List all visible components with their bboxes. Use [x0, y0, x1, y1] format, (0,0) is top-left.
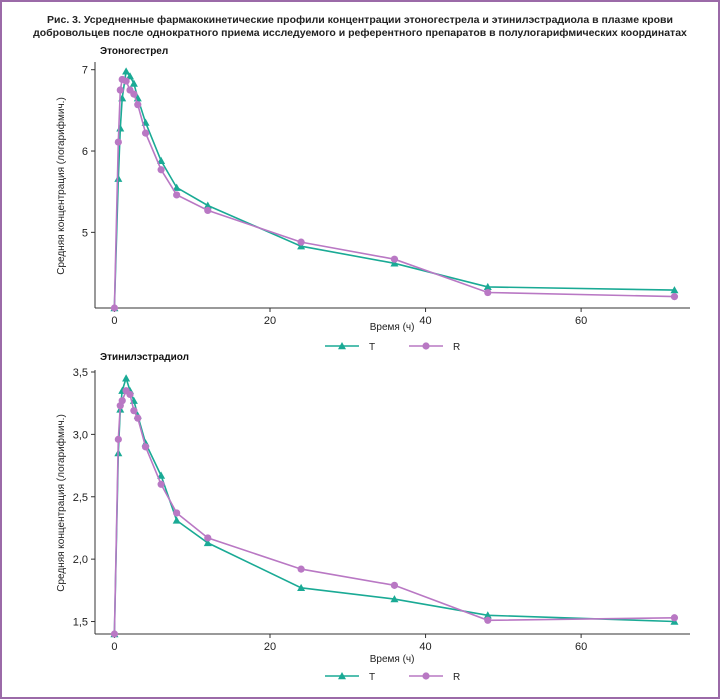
x-tick-label: 60 [575, 641, 587, 653]
data-point-R [126, 390, 134, 399]
data-point-T [172, 516, 181, 524]
y-axis-label: Средняя концентрация (логарифмич.) [55, 414, 67, 592]
data-point-R [114, 138, 122, 146]
data-point-T [297, 242, 306, 250]
data-point-R [118, 397, 126, 405]
series-line-T [113, 69, 675, 309]
data-point-T [122, 374, 131, 382]
data-point-R [670, 293, 679, 301]
data-point-T [483, 611, 492, 619]
x-tick-label: 20 [264, 641, 276, 653]
data-point-T [203, 538, 212, 547]
x-axis-label: Время (ч) [370, 322, 415, 333]
x-tick-label: 40 [419, 641, 431, 653]
data-point-R [670, 614, 679, 622]
data-point-R [110, 304, 119, 312]
legend-marker-R [422, 672, 430, 680]
y-tick-label: 6 [82, 146, 88, 158]
data-point-R [157, 166, 165, 174]
data-point-R [157, 480, 165, 488]
x-tick-label: 0 [111, 641, 117, 653]
data-point-T [129, 79, 138, 87]
data-point-T [114, 174, 123, 182]
data-point-T [126, 72, 134, 80]
y-tick-label: 7 [82, 65, 88, 77]
x-tick-label: 20 [264, 315, 276, 327]
figure-caption: Рис. 3. Усредненные фармакокинетические … [33, 14, 687, 39]
data-point-R [114, 435, 122, 443]
data-point-R [141, 443, 150, 451]
data-point-T [670, 286, 679, 294]
legend-marker-T [338, 672, 346, 680]
data-point-R [173, 191, 181, 199]
data-point-R [297, 565, 305, 573]
data-point-T [122, 67, 131, 75]
data-point-R [204, 206, 212, 214]
x-tick-label: 60 [575, 315, 587, 327]
data-point-R [134, 414, 142, 422]
y-tick-label: 3,5 [73, 367, 88, 379]
data-point-T [483, 282, 492, 291]
data-point-T [390, 595, 399, 603]
data-point-T [390, 259, 399, 267]
data-point-R [130, 407, 138, 415]
y-axis-label: Средняя концентрация (логарифмич.) [55, 97, 67, 275]
data-point-R [204, 534, 212, 542]
data-point-T [157, 156, 166, 164]
series-line-R [113, 78, 675, 309]
legend-label-T: T [369, 672, 375, 683]
data-point-R [130, 90, 138, 98]
data-point-R [122, 77, 130, 85]
data-point-R [141, 129, 150, 137]
data-point-R [116, 86, 124, 94]
legend-label-R: R [453, 342, 460, 353]
data-point-R [110, 630, 119, 638]
legend-label-R: R [453, 672, 460, 683]
data-point-R [484, 616, 492, 624]
y-tick-label: 2,5 [73, 492, 88, 504]
y-tick-label: 2,0 [73, 554, 88, 566]
data-point-R [390, 255, 399, 263]
data-point-T [116, 124, 125, 132]
y-tick-label: 1,5 [73, 617, 88, 629]
data-point-R [390, 581, 399, 589]
chart-title: Этинилэстрадиол [100, 352, 189, 363]
chart-title: Этоногестрел [100, 46, 168, 57]
data-point-R [484, 288, 492, 297]
legend-label-T: T [369, 342, 375, 353]
data-point-R [134, 101, 142, 109]
x-axis-label: Время (ч) [370, 654, 415, 665]
legend-marker-R [422, 342, 430, 350]
data-point-R [173, 509, 181, 517]
data-point-T [297, 583, 306, 592]
y-tick-label: 5 [82, 227, 88, 239]
data-point-T [157, 471, 166, 479]
data-point-R [297, 238, 305, 246]
legend-marker-T [338, 342, 346, 350]
x-tick-label: 40 [419, 315, 431, 327]
data-point-T [203, 201, 212, 209]
y-tick-label: 3,0 [73, 429, 88, 441]
data-point-T [172, 183, 181, 191]
x-tick-label: 0 [111, 315, 117, 327]
